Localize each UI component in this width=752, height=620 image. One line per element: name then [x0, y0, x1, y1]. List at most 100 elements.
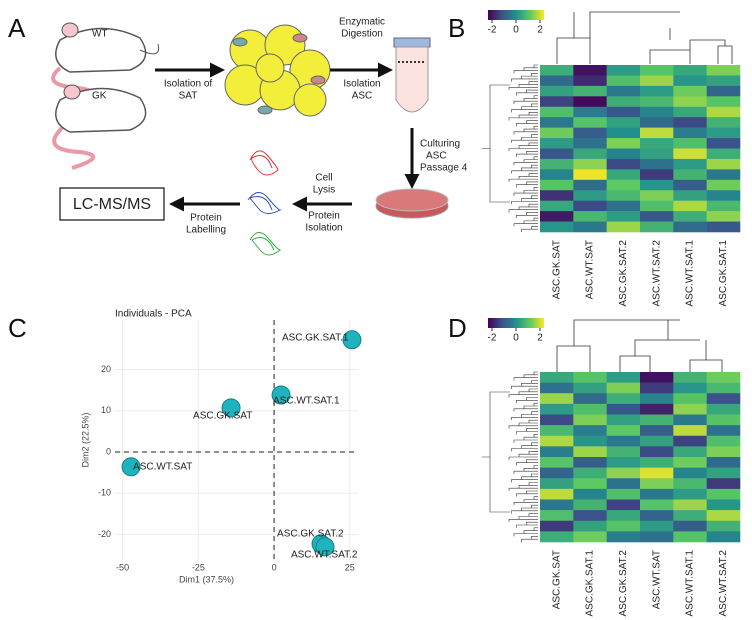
heatmap-cell: [706, 382, 741, 394]
mouse-wt: [51, 22, 160, 106]
step-label: Labelling: [186, 225, 226, 236]
heatmap-cell: [606, 414, 641, 426]
point: [342, 330, 362, 350]
heatmap-cell: [573, 457, 607, 468]
heatmap-cell: [573, 117, 607, 128]
heatmap-cell: [573, 179, 607, 191]
heatmap-cell: [606, 467, 641, 479]
proteins: [247, 150, 282, 256]
x-tick-label: 25: [345, 562, 355, 572]
colorbar-tick-label: -2: [488, 333, 497, 344]
heatmap-cell: [673, 478, 707, 490]
point: [221, 398, 241, 418]
y-tick-label: 10: [101, 405, 111, 415]
point-label: ASC.WT.SAT.2: [291, 549, 358, 560]
heatmap-cell: [540, 414, 574, 426]
heatmap-cell: [640, 372, 674, 383]
heatmap-cell: [573, 96, 607, 108]
heatmap-cell: [640, 510, 674, 522]
heatmap-cell: [573, 478, 607, 490]
heatmap-cell: [640, 179, 674, 191]
y-tick-label: -20: [98, 529, 111, 539]
heatmap-cell: [573, 403, 607, 415]
heatmap-cell: [673, 393, 707, 405]
heatmap-cell: [573, 414, 607, 426]
heatmap-cell: [573, 200, 607, 212]
heatmap-cell: [706, 467, 741, 479]
step-label: SAT: [179, 91, 198, 102]
heatmap-cell: [640, 190, 674, 201]
heatmap-cell: [673, 190, 707, 201]
panel-label: C: [8, 313, 27, 343]
heatmap-cell: [540, 372, 574, 383]
heatmap-cell: [673, 85, 707, 97]
heatmap-cell: [606, 158, 641, 170]
heatmap-cell: [706, 158, 741, 170]
heatmap-cell: [573, 520, 607, 532]
heatmap-cell: [606, 488, 641, 500]
heatmap-cell: [540, 96, 574, 108]
heatmap-cell: [606, 211, 641, 222]
heatmap-cell: [606, 190, 641, 201]
heatmap-cell: [673, 414, 707, 426]
heatmap-cell: [540, 169, 574, 181]
heatmap-cell: [706, 372, 741, 383]
heatmap-cell: [673, 96, 707, 108]
step-label: Lysis: [313, 185, 335, 196]
heatmap-cell: [640, 446, 674, 458]
heatmap-cell: [640, 169, 674, 181]
heatmap-cell: [540, 435, 574, 447]
heatmap-cell: [640, 393, 674, 405]
panel-label: A: [8, 13, 26, 43]
heatmap-cell: [706, 127, 741, 139]
heatmap-cell: [640, 488, 674, 500]
heatmap-cell: [540, 200, 574, 212]
heatmap-cell: [573, 382, 607, 394]
heatmap-cell: [706, 211, 741, 222]
column-label: ASC.GK.SAT.2: [618, 550, 629, 617]
heatmap-cell: [706, 499, 741, 511]
heatmap-cell: [640, 478, 674, 490]
schematic: WT GK Isolation of SAT Enzymatic Digesti…: [51, 17, 468, 256]
heatmap-cell: [640, 403, 674, 415]
step-label: Isolation: [305, 223, 342, 234]
heatmap-cell: [606, 531, 641, 543]
heatmap-cell: [606, 65, 641, 76]
heatmap-cell: [540, 488, 574, 500]
heatmap-cell: [573, 169, 607, 181]
heatmap-cell: [573, 190, 607, 201]
heatmap-cell: [606, 520, 641, 532]
heatmap-cell: [706, 403, 741, 415]
heatmap-cell: [706, 520, 741, 532]
colorbar-tick-label: 2: [537, 333, 543, 344]
heatmap-cell: [540, 65, 574, 76]
heatmap-cell: [706, 510, 741, 522]
heatmap-cell: [640, 106, 674, 118]
heatmap-cell: [606, 117, 641, 128]
mouse-gk: [52, 84, 147, 170]
heatmap-cell: [706, 106, 741, 118]
heatmap-cell: [706, 200, 741, 212]
heatmap-cell: [540, 75, 574, 87]
heatmap-cell: [606, 148, 641, 160]
heatmap-cell: [673, 75, 707, 87]
heatmap-cell: [573, 75, 607, 87]
heatmap-cell: [606, 510, 641, 522]
heatmap-cell: [540, 510, 574, 522]
step-label: Cell: [315, 173, 332, 184]
colorbar-tick-label: 0: [513, 25, 519, 36]
step-label: ASC: [352, 91, 373, 102]
heatmap-cell: [706, 393, 741, 405]
heatmap-cell: [540, 457, 574, 468]
plot-area: [115, 320, 358, 560]
heatmap-cell: [673, 200, 707, 212]
heatmap-cell: [640, 425, 674, 437]
heatmap-cell: [706, 85, 741, 97]
heatmap-cell: [706, 75, 741, 87]
heatmap-cell: [606, 138, 641, 149]
column-label: ASC.GK.SAT.1: [718, 240, 729, 307]
heatmap-cell: [573, 531, 607, 543]
heatmap-cell: [673, 520, 707, 532]
heatmap-cell: [706, 457, 741, 468]
y-tick-label: 20: [101, 364, 111, 374]
